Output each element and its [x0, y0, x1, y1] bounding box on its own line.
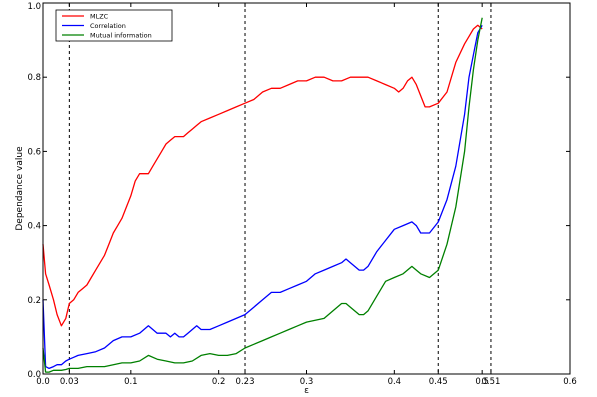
x-tick-label: 0.1	[124, 377, 138, 387]
y-axis-label: Dependance value	[15, 146, 25, 231]
y-tick-labels: 0.0 0.2 0.4 0.6 0.8 1.0	[27, 2, 41, 380]
x-tick-label: 0.6	[563, 377, 577, 387]
y-tick-label: 1.0	[27, 2, 41, 12]
x-tick-label: 0.3	[300, 377, 314, 387]
x-tick-label: 0.51	[481, 377, 500, 387]
y-tick-label: 0.2	[27, 296, 41, 306]
x-tick-label: 0.4	[388, 377, 402, 387]
x-tick-label: 0.23	[236, 377, 255, 387]
legend-entry: Mutual information	[90, 31, 152, 39]
x-tick-label: 0.2	[212, 377, 226, 387]
y-tick-label: 0.4	[27, 222, 41, 232]
reference-lines	[68, 3, 492, 374]
legend-entry: Correlation	[90, 22, 126, 30]
y-tick-label: 0.0	[27, 370, 41, 380]
x-tick-label: 0.5	[475, 377, 489, 387]
x-axis-label: ε	[304, 386, 309, 396]
x-tick-label: 0.0	[36, 377, 50, 387]
series-lines	[42, 17, 483, 373]
y-tick-label: 0.8	[27, 73, 41, 83]
axis-ticks	[42, 2, 571, 375]
x-tick-labels: 0.0 0.03 0.1 0.2 0.23 0.3 0.4 0.45 0.50.51 0.6	[36, 377, 577, 387]
x-tick-label: 0.03	[60, 377, 79, 387]
series-line-2	[42, 17, 483, 373]
series-line-1	[42, 24, 483, 370]
x-tick-label: 0.45	[429, 377, 448, 387]
y-tick-label: 0.6	[27, 147, 41, 157]
legend-entry: MLZC	[90, 12, 109, 20]
series-line-0	[42, 24, 483, 327]
